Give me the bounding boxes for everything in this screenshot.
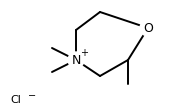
Text: +: + [80,48,88,58]
Text: N: N [71,54,81,66]
Text: O: O [143,22,153,35]
Text: −: − [28,91,36,101]
Text: Cl: Cl [10,95,21,105]
Circle shape [68,52,84,68]
Circle shape [140,20,156,36]
